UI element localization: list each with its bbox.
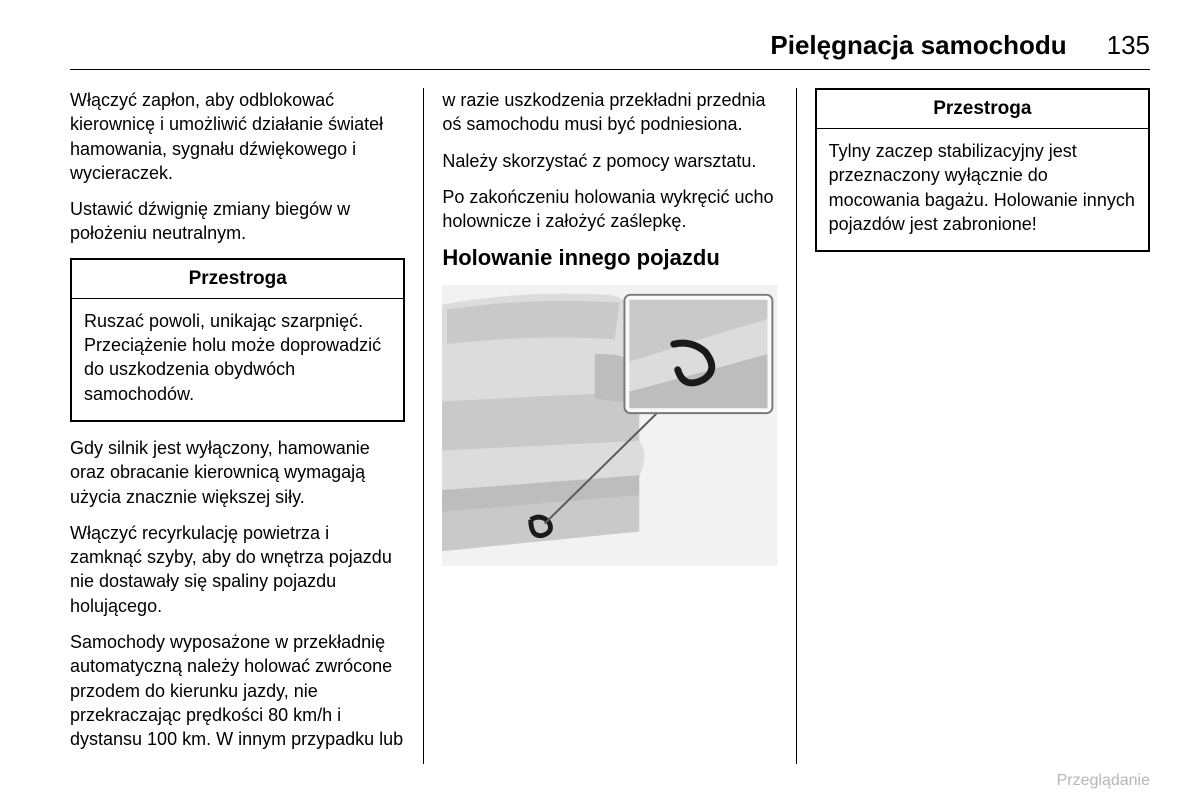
caution-box: Przestroga Ruszać powoli, unikając szarp… [70, 258, 405, 422]
body-text: Włączyć zapłon, aby odblokować kierownic… [70, 88, 405, 185]
caution-title: Przestroga [817, 90, 1148, 129]
caution-body: Tylny zaczep stabilizacyjny jest przezna… [817, 129, 1148, 250]
column-1: Włączyć zapłon, aby odblokować kierownic… [70, 88, 423, 764]
body-text: Gdy silnik jest wyłączony, hamowanie ora… [70, 436, 405, 509]
car-rear-shape [442, 294, 644, 552]
content-columns: Włączyć zapłon, aby odblokować kierownic… [70, 88, 1150, 764]
caution-body: Ruszać powoli, unikając szarpnięć. Przec… [72, 299, 403, 420]
callout-detail [625, 295, 773, 413]
footer-mode-label: Przeglądanie [1057, 772, 1150, 790]
page-header: Pielęgnacja samochodu 135 [70, 30, 1150, 61]
body-text: Należy skorzystać z pomocy warsztatu. [442, 149, 777, 173]
column-3: Przestroga Tylny zaczep stabilizacyjny j… [796, 88, 1150, 764]
section-heading: Holowanie innego pojazdu [442, 245, 777, 271]
column-2: w razie uszkodzenia przekładni przednia … [423, 88, 795, 764]
body-text: Włączyć recyrkulację powietrza i zamknąć… [70, 521, 405, 618]
body-text: Po zakończeniu holowania wykręcić ucho h… [442, 185, 777, 234]
towing-illustration [442, 283, 777, 568]
chapter-title: Pielęgnacja samochodu [770, 30, 1066, 61]
header-divider [70, 69, 1150, 70]
body-text: w razie uszkodzenia przekładni przednia … [442, 88, 777, 137]
page-number: 135 [1107, 30, 1150, 61]
body-text: Ustawić dźwignię zmiany biegów w położen… [70, 197, 405, 246]
caution-box: Przestroga Tylny zaczep stabilizacyjny j… [815, 88, 1150, 252]
body-text: Samochody wyposażone w przekładnię autom… [70, 630, 405, 751]
caution-title: Przestroga [72, 260, 403, 299]
